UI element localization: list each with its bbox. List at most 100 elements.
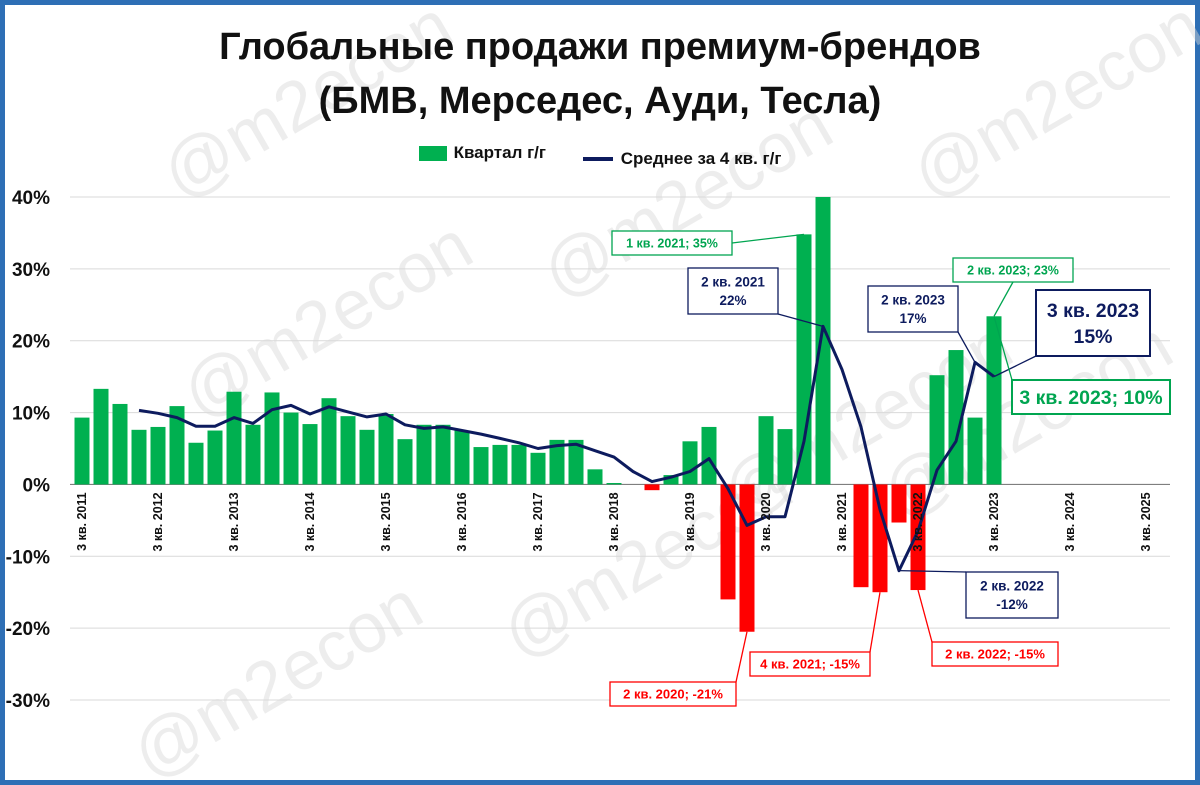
legend-item-bars: Квартал г/г	[418, 143, 546, 163]
annotation-label: 2 кв. 2022; -15%	[945, 647, 1045, 662]
bar	[853, 484, 869, 588]
bar	[283, 412, 299, 485]
series-line	[138, 324, 995, 573]
legend-item-line: Среднее за 4 кв. г/г	[582, 148, 782, 169]
bar	[549, 439, 565, 485]
bar	[872, 484, 888, 593]
bar	[606, 482, 622, 485]
y-tick-label: 0%	[23, 475, 51, 496]
x-tick-label: 3 кв. 2016	[455, 492, 469, 551]
bar	[74, 417, 90, 485]
annotation-box	[952, 257, 1074, 283]
bar	[264, 392, 280, 485]
bar	[739, 484, 755, 632]
legend-swatch-bars	[418, 145, 447, 161]
bar	[663, 475, 679, 485]
bar	[150, 426, 166, 485]
annotation-box	[965, 571, 1059, 619]
annotation-label: 2 кв. 2021	[701, 275, 765, 290]
x-tick-label: 3 кв. 2020	[759, 492, 773, 551]
bar	[701, 426, 717, 485]
bar	[321, 398, 337, 485]
watermark-text: @m2econ	[119, 565, 435, 785]
annotation-box	[611, 230, 733, 256]
x-tick-label: 3 кв. 2021	[835, 492, 849, 551]
bar	[435, 424, 451, 485]
x-tick-label: 3 кв. 2023	[987, 492, 1001, 551]
annotation-leader	[731, 233, 805, 244]
bar	[758, 416, 774, 485]
annotation-label: 1 кв. 2021; 35%	[626, 237, 718, 251]
bar	[454, 430, 470, 485]
bar	[207, 430, 223, 485]
bar	[986, 316, 1002, 485]
annotation-label: 15%	[1073, 326, 1112, 348]
y-tick-label: 40%	[12, 188, 50, 209]
bar	[473, 447, 489, 485]
bar	[948, 350, 964, 485]
y-tick-label: 10%	[12, 404, 50, 425]
annotation-label: 2 кв. 2023; 23%	[967, 264, 1059, 278]
annotation-box	[609, 681, 737, 707]
x-tick-label: 3 кв. 2015	[379, 492, 393, 551]
x-tick-label: 3 кв. 2014	[303, 492, 317, 551]
bar	[967, 417, 983, 485]
annotation-leader	[898, 570, 967, 573]
annotation-box	[1035, 289, 1151, 357]
annotation-label: 3 кв. 2023; 10%	[1019, 387, 1162, 409]
bar	[929, 375, 945, 485]
x-tick-label: 3 кв. 2012	[151, 492, 165, 551]
x-tick-label: 3 кв. 2013	[227, 492, 241, 551]
x-tick-label: 3 кв. 2022	[911, 492, 925, 551]
legend-label-bars: Квартал г/г	[453, 143, 546, 162]
bar	[910, 484, 926, 591]
annotation-label: -12%	[996, 597, 1028, 612]
annotation-box	[931, 641, 1059, 667]
annotation-label: 3 кв. 2023	[1047, 300, 1139, 322]
chart-subtitle: (БМВ, Мерседес, Ауди, Тесла)	[318, 80, 882, 122]
legend-label-line: Среднее за 4 кв. г/г	[620, 148, 782, 168]
y-tick-label: 30%	[12, 260, 50, 281]
bar	[340, 416, 356, 485]
x-tick-label: 3 кв. 2018	[607, 492, 621, 551]
annotation-label: 2 кв. 2023	[881, 293, 945, 308]
annotation-label: 4 кв. 2021; -15%	[760, 657, 860, 672]
bar	[169, 406, 185, 485]
x-tick-label: 3 кв. 2017	[531, 492, 545, 551]
bar	[815, 197, 831, 485]
annotation-label: 2 кв. 2022	[980, 579, 1044, 594]
annotation-label: 17%	[899, 311, 926, 326]
annotation-leader	[869, 592, 881, 653]
bar	[682, 441, 698, 485]
chart-title: Глобальные продажи премиум-брендов	[219, 26, 981, 68]
bar	[245, 424, 261, 485]
annotation-leader	[957, 331, 976, 363]
legend-swatch-line	[582, 156, 613, 161]
bar	[112, 403, 128, 485]
bar	[378, 414, 394, 485]
annotation-leader	[993, 281, 1014, 317]
annotation-leader	[993, 355, 1037, 378]
annotation-box	[749, 651, 871, 677]
bar	[644, 484, 660, 491]
y-tick-label: -20%	[6, 619, 50, 640]
annotation-box	[867, 285, 959, 333]
bar	[530, 452, 546, 485]
annotation-leader	[917, 589, 933, 643]
bar	[891, 484, 907, 523]
y-tick-label: 20%	[12, 332, 50, 353]
bar	[416, 424, 432, 485]
bar	[492, 444, 508, 485]
bar	[131, 429, 147, 485]
bar	[568, 439, 584, 485]
bar	[93, 388, 109, 485]
bar	[587, 469, 603, 485]
annotation-box	[687, 267, 779, 315]
y-tick-label: -30%	[6, 691, 50, 712]
x-tick-label: 3 кв. 2019	[683, 492, 697, 551]
x-tick-label: 3 кв. 2011	[75, 492, 89, 550]
bar	[359, 429, 375, 485]
annotation-label: 22%	[719, 293, 746, 308]
bar	[302, 424, 318, 485]
